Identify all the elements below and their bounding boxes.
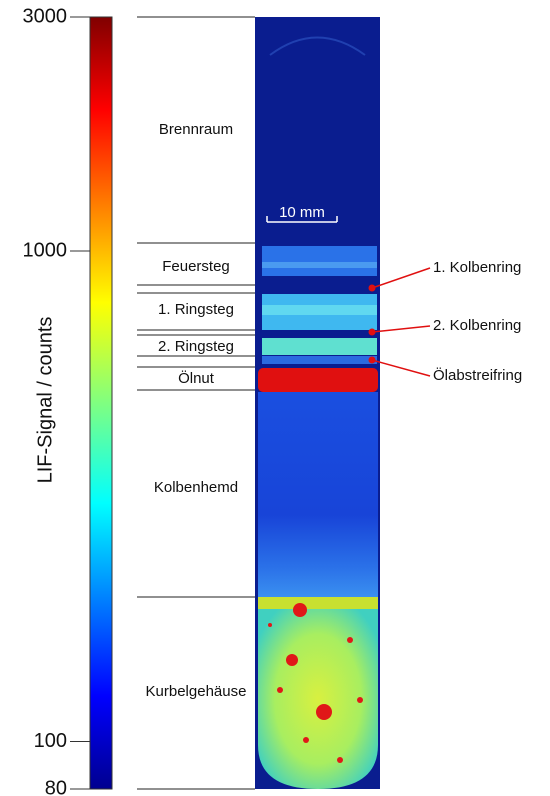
annotation-label: 2. Kolbenring bbox=[433, 317, 521, 334]
tick-label: 1000 bbox=[23, 239, 68, 261]
annotation-line bbox=[372, 268, 430, 288]
region-label: 1. Ringsteg bbox=[158, 301, 234, 318]
annotation-label: 1. Kolbenring bbox=[433, 259, 521, 276]
annotation-dot bbox=[369, 329, 376, 336]
annotation-line bbox=[372, 326, 430, 332]
colorbar bbox=[90, 17, 112, 789]
tick-label: 80 bbox=[45, 777, 67, 796]
tick-label: 3000 bbox=[23, 5, 68, 27]
region-label: 2. Ringsteg bbox=[158, 338, 234, 355]
annotation-line bbox=[372, 360, 430, 376]
scale-label: 10 mm bbox=[279, 204, 325, 221]
tick-label: 100 bbox=[34, 730, 67, 752]
region-label: Feuersteg bbox=[162, 258, 230, 275]
region-label: Kurbelgehäuse bbox=[146, 683, 247, 700]
region-label: Brennraum bbox=[159, 121, 233, 138]
annotation-dot bbox=[369, 285, 376, 292]
colorbar-label: LIF-Signal / counts bbox=[34, 317, 56, 484]
region-label: Kolbenhemd bbox=[154, 479, 238, 496]
figure: LIF-Signal / counts 10 mm 80 100 1000 3000 B… bbox=[0, 0, 550, 796]
region-label: Ölnut bbox=[178, 369, 215, 387]
lif-image: 10 mm bbox=[255, 17, 380, 789]
annotation-dot bbox=[369, 357, 376, 364]
annotation-label: Ölabstreifring bbox=[433, 366, 522, 384]
